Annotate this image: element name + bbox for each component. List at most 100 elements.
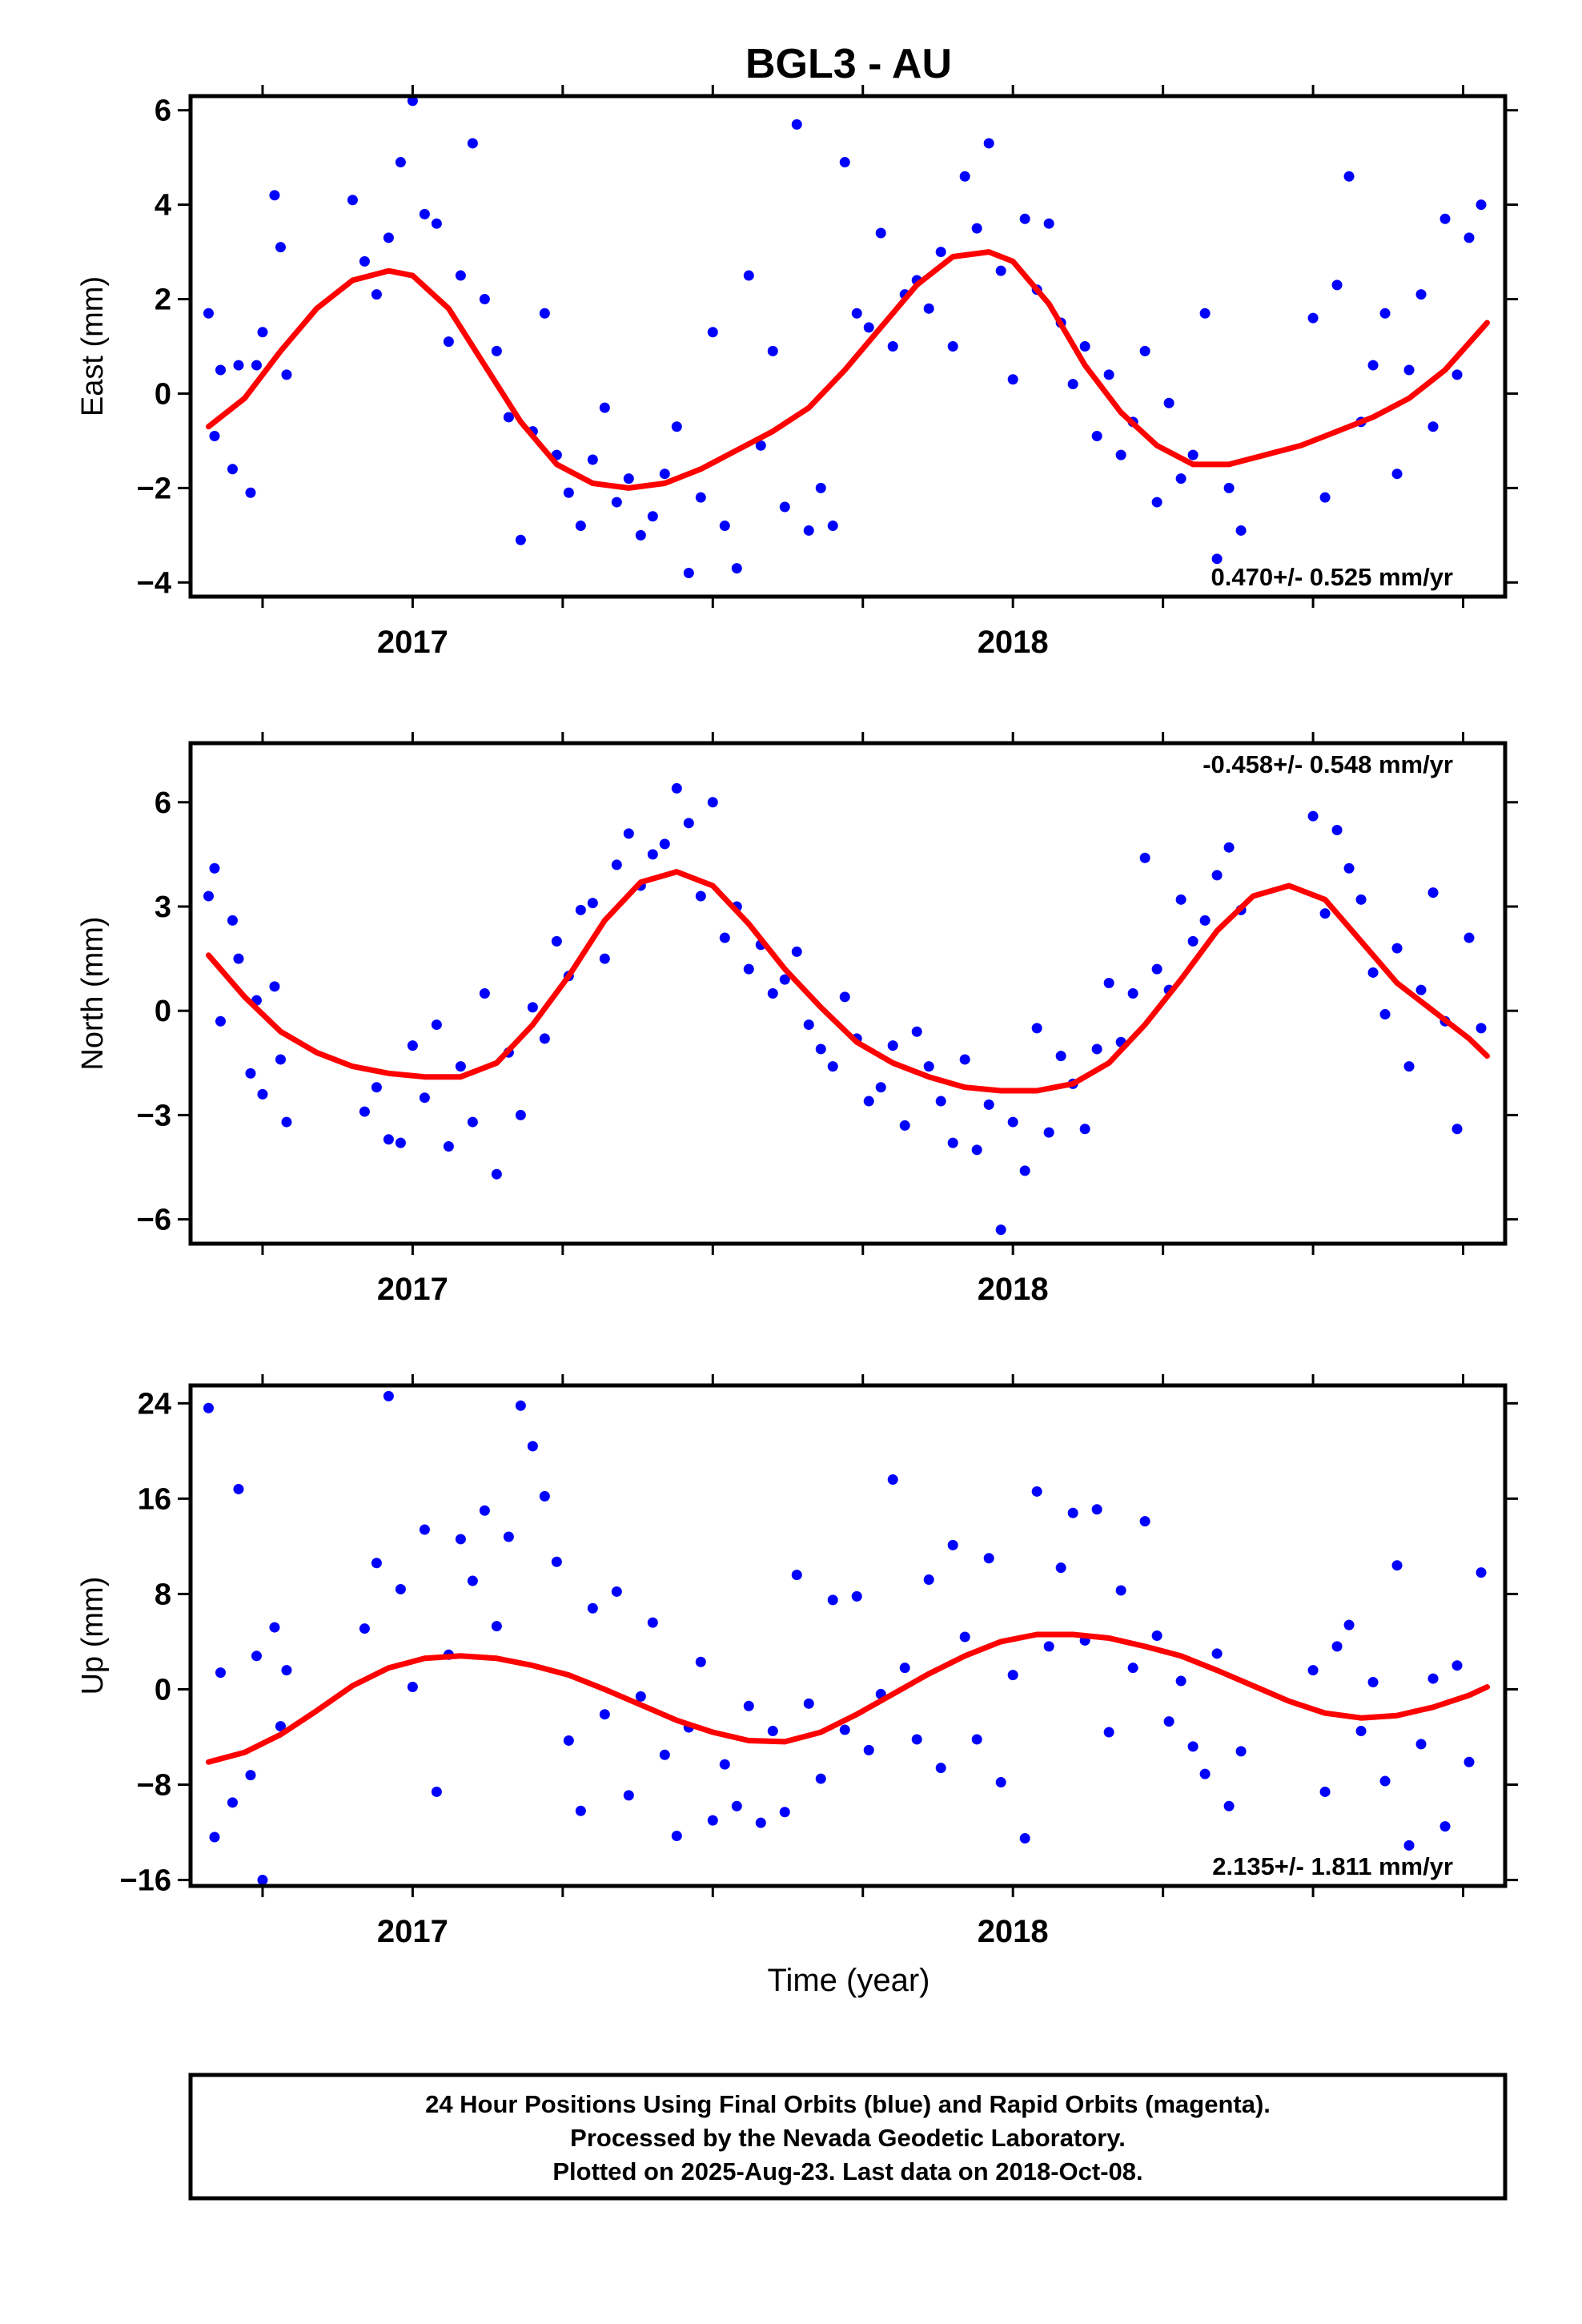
y-tick-label: −3 <box>137 1099 171 1132</box>
data-point <box>539 1033 550 1044</box>
data-point <box>467 1575 478 1586</box>
data-point <box>515 1109 526 1120</box>
data-point <box>1427 421 1439 432</box>
data-point <box>281 369 292 380</box>
data-point <box>587 1602 598 1614</box>
data-point <box>959 171 970 182</box>
data-point <box>1367 360 1379 371</box>
data-point <box>419 1092 430 1104</box>
y-tick-label: −6 <box>137 1204 171 1237</box>
data-point <box>467 1116 478 1128</box>
data-point <box>911 1026 922 1037</box>
data-point <box>1031 1023 1042 1034</box>
data-point <box>875 1082 886 1093</box>
fit-curve-east <box>206 249 1490 491</box>
data-point <box>527 1441 538 1452</box>
data-point <box>227 915 238 926</box>
data-point <box>635 529 646 541</box>
data-point <box>1163 1716 1174 1727</box>
data-point <box>791 119 802 130</box>
y-tick-label: 0 <box>155 1673 171 1707</box>
data-point <box>899 1120 910 1131</box>
data-point <box>1415 984 1427 995</box>
data-point <box>707 327 718 338</box>
data-point <box>1331 279 1343 291</box>
x-tick-label: 2017 <box>377 1272 448 1307</box>
data-point <box>539 308 550 319</box>
data-point <box>1139 1516 1150 1527</box>
data-point <box>1187 449 1199 460</box>
data-point <box>1427 1673 1439 1684</box>
data-point <box>911 1734 922 1745</box>
footer-box: 24 Hour Positions Using Final Orbits (bl… <box>188 2073 1508 2201</box>
data-point <box>419 1524 430 1535</box>
data-point <box>479 988 490 999</box>
data-point <box>1307 312 1319 324</box>
data-point <box>947 1539 958 1550</box>
data-point <box>383 1390 394 1401</box>
data-point <box>983 138 994 149</box>
data-point <box>1151 963 1162 975</box>
data-point <box>1223 1800 1235 1811</box>
data-point <box>1403 364 1415 376</box>
data-point <box>563 1735 574 1746</box>
data-point <box>539 1490 550 1502</box>
y-tick-label: −8 <box>137 1769 171 1803</box>
data-point <box>647 511 658 522</box>
data-point <box>1331 1641 1343 1652</box>
data-point <box>1163 397 1174 408</box>
data-point <box>791 1570 802 1581</box>
data-point <box>839 1724 850 1735</box>
data-point <box>431 1786 442 1797</box>
data-point <box>269 1622 280 1633</box>
data-point <box>251 360 262 371</box>
data-point <box>599 953 610 964</box>
data-point <box>971 1144 982 1156</box>
y-tick-label: 3 <box>155 891 171 924</box>
data-point <box>611 1586 622 1597</box>
data-point <box>527 1002 538 1013</box>
footer-line-1: 24 Hour Positions Using Final Orbits (bl… <box>425 2090 1271 2118</box>
data-point <box>245 487 256 498</box>
data-point <box>983 1553 994 1564</box>
data-point <box>1127 1663 1138 1674</box>
data-point <box>1091 1043 1102 1055</box>
data-point <box>959 1054 970 1065</box>
data-point <box>803 1019 814 1031</box>
data-point <box>269 190 280 201</box>
data-point <box>671 1831 682 1841</box>
data-point <box>245 1770 256 1781</box>
data-point <box>803 525 814 536</box>
y-tick-label: 8 <box>155 1578 171 1611</box>
data-point <box>995 1224 1006 1236</box>
data-point <box>671 421 682 432</box>
data-point <box>695 492 706 503</box>
data-point <box>923 1061 934 1072</box>
data-point <box>791 946 802 957</box>
data-point <box>515 534 526 545</box>
data-point <box>1103 977 1114 988</box>
data-point <box>215 364 226 376</box>
data-point <box>587 454 598 465</box>
data-point <box>863 322 874 333</box>
data-point <box>767 1726 778 1737</box>
data-point <box>359 1106 370 1117</box>
data-point <box>1067 1507 1078 1518</box>
data-point <box>245 1068 256 1079</box>
y-axis-title-east: East (mm) <box>76 276 110 416</box>
data-point <box>719 1759 730 1770</box>
data-point <box>1403 1061 1415 1072</box>
data-point <box>1307 810 1319 822</box>
data-point <box>407 95 418 107</box>
data-point <box>251 1651 262 1662</box>
data-point <box>659 468 670 480</box>
data-point <box>443 1140 454 1152</box>
data-point <box>707 797 718 808</box>
plot-frame-up <box>188 1383 1508 1888</box>
data-point <box>455 270 466 281</box>
data-point <box>599 402 610 413</box>
data-point <box>479 294 490 305</box>
data-point <box>743 963 754 975</box>
x-tick-label: 2018 <box>978 1272 1049 1307</box>
data-point <box>1319 1786 1331 1797</box>
